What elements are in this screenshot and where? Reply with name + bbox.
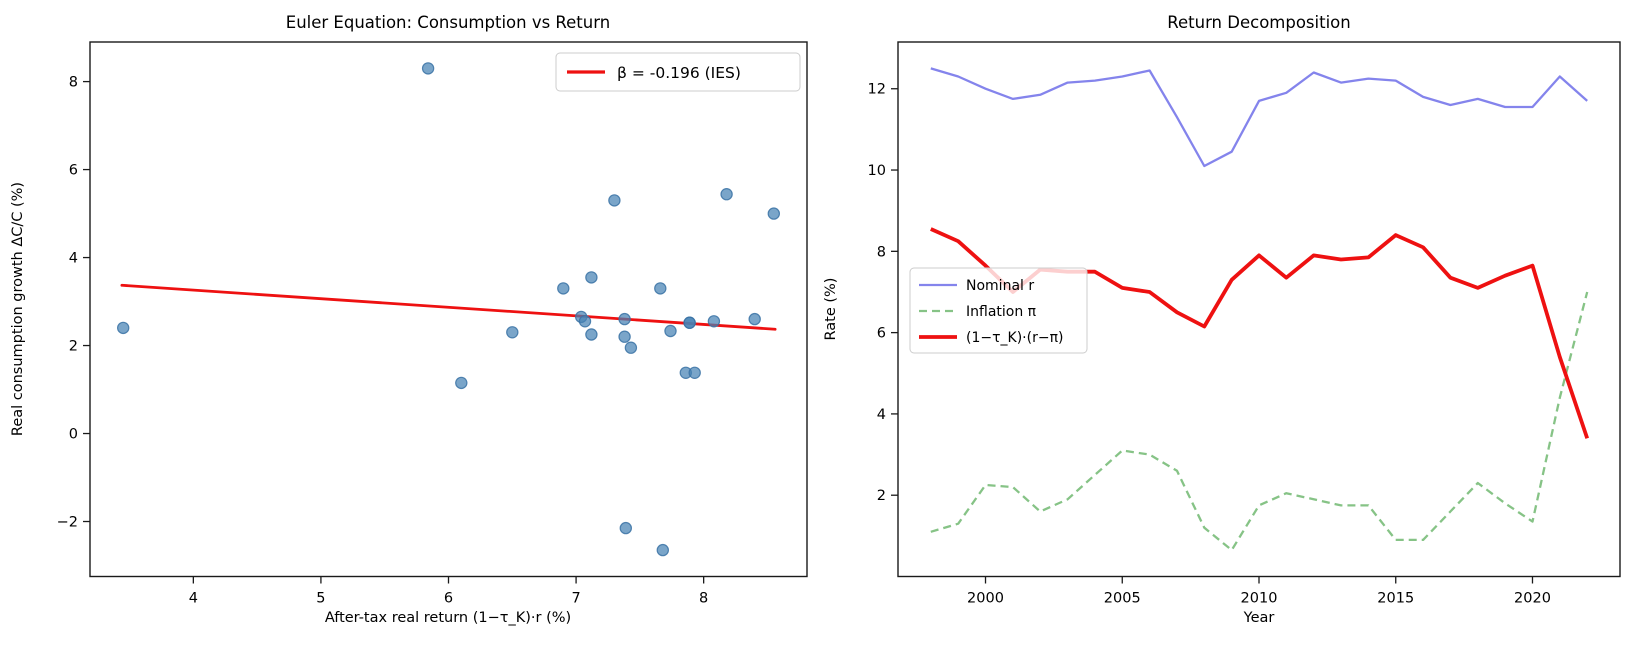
scatter-point <box>654 282 667 295</box>
scatter-point <box>421 62 435 75</box>
inflation-legend-label: Inflation π <box>966 304 1037 320</box>
y-tick-label: 4 <box>877 407 886 423</box>
scatter-point <box>619 521 633 535</box>
after-tax-return-legend-label: (1−τ_K)·(r−π) <box>966 330 1063 346</box>
y-tick-label: −2 <box>57 515 78 531</box>
right-chart-legend: Nominal r Inflation π (1−τ_K)·(r−π) <box>909 267 1088 354</box>
nominal-r-legend-label: Nominal r <box>966 278 1034 294</box>
right-chart-y-axis-label: Rate (%) <box>823 278 839 341</box>
left-chart-title: Euler Equation: Consumption vs Return <box>286 13 610 32</box>
scatter-point <box>608 194 621 207</box>
left-chart-y-axis-label: Real consumption growth ΔC/C (%) <box>10 182 26 436</box>
x-tick-label: 2000 <box>967 591 1004 607</box>
scatter-point <box>720 187 733 201</box>
scatter-point <box>767 207 781 220</box>
left-chart-legend: β = -0.196 (IES) <box>555 52 801 92</box>
scatter-point <box>618 330 631 343</box>
scatter-point <box>116 321 130 335</box>
scatter-point <box>688 366 701 379</box>
y-tick-label: 2 <box>877 488 886 504</box>
regression-legend-label: β = -0.196 (IES) <box>617 64 741 82</box>
right-chart: Return Decomposition 2000 2005 2010 2015 202… <box>823 13 1621 626</box>
regression-line <box>120 283 777 331</box>
x-tick-label: 6 <box>444 591 453 607</box>
axes-spines <box>89 41 808 578</box>
scatter-point <box>585 271 598 284</box>
axes-spines <box>897 41 1621 578</box>
x-tick-label: 5 <box>316 591 325 607</box>
series-line-1 <box>930 291 1589 552</box>
right-legend-box <box>909 267 1088 354</box>
y-tick-label: 2 <box>69 339 78 355</box>
right-chart-x-axis-label: Year <box>1243 610 1275 626</box>
y-tick-label: 4 <box>69 251 78 267</box>
y-tick-label: 6 <box>69 163 78 179</box>
scatter-point <box>506 326 519 339</box>
scatter-point <box>683 316 696 329</box>
scatter-point <box>624 341 638 354</box>
x-tick-label: 7 <box>571 591 580 607</box>
y-tick-label: 0 <box>69 427 78 443</box>
left-chart-plot-area: 4 5 6 7 8 −2 0 2 4 6 8 <box>57 41 808 607</box>
left-chart-x-axis-label: After-tax real return (1−τ_K)·r (%) <box>325 610 571 626</box>
y-tick-label: 6 <box>877 326 886 342</box>
scatter-point <box>656 543 670 557</box>
scatter-point <box>585 328 598 341</box>
left-chart: Euler Equation: Consumption vs Return 4 5… <box>10 13 808 626</box>
scatter-point <box>578 315 592 328</box>
scatter-point <box>707 315 721 328</box>
right-chart-title: Return Decomposition <box>1167 13 1350 32</box>
scatter-point <box>618 312 631 326</box>
x-tick-label: 2005 <box>1104 591 1141 607</box>
scatter-point <box>455 376 468 390</box>
x-tick-label: 4 <box>189 591 198 607</box>
y-tick-label: 8 <box>69 75 78 91</box>
x-tick-label: 2010 <box>1241 591 1278 607</box>
x-tick-label: 2020 <box>1514 591 1551 607</box>
scatter-point <box>557 282 570 295</box>
scatter-point <box>664 324 677 338</box>
y-tick-label: 12 <box>868 82 886 98</box>
left-legend-box <box>555 52 801 92</box>
x-tick-label: 8 <box>699 591 708 607</box>
y-tick-label: 8 <box>877 244 886 260</box>
series-line-0 <box>930 67 1588 168</box>
y-tick-label: 10 <box>868 163 886 179</box>
x-tick-label: 2015 <box>1377 591 1414 607</box>
scatter-point <box>748 312 761 326</box>
